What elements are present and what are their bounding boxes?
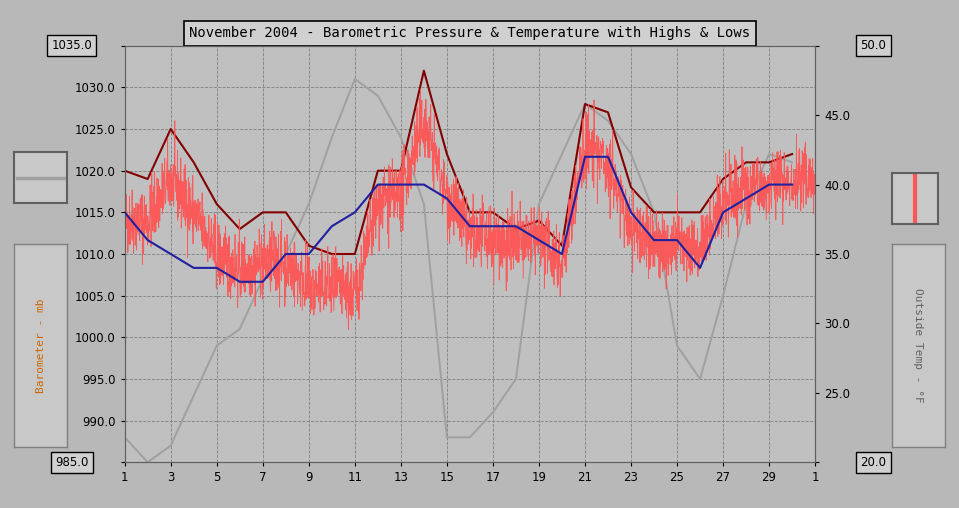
Text: 985.0: 985.0 xyxy=(56,456,88,469)
Text: 50.0: 50.0 xyxy=(860,39,886,52)
Text: 20.0: 20.0 xyxy=(860,456,886,469)
Text: Outside Temp - °F: Outside Temp - °F xyxy=(913,288,924,403)
Text: Barometer - mb: Barometer - mb xyxy=(35,298,46,393)
Text: 1035.0: 1035.0 xyxy=(52,39,92,52)
Title: November 2004 - Barometric Pressure & Temperature with Highs & Lows: November 2004 - Barometric Pressure & Te… xyxy=(189,26,751,41)
